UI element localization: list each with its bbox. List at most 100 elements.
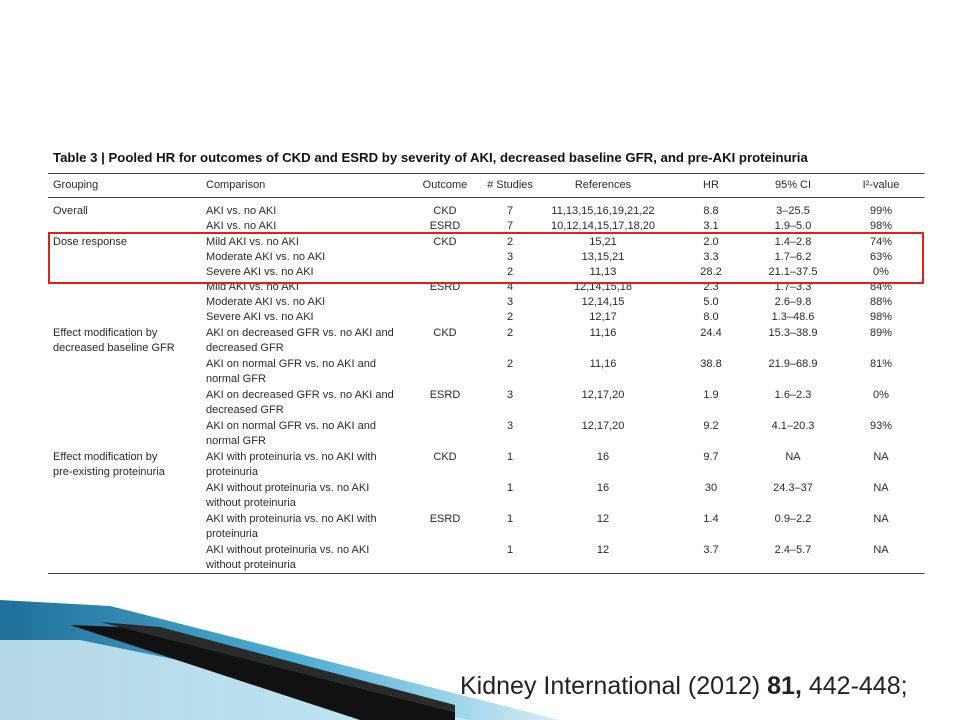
row-studies: 2 [478, 357, 542, 372]
row-references: 11,13,15,16,19,21,22 [543, 204, 663, 219]
row-grouping-line2: decreased baseline GFR [53, 341, 175, 356]
row-references: 12 [543, 512, 663, 527]
row-ci: 24.3–37 [753, 481, 833, 496]
row-comparison-line2: proteinuria [206, 465, 258, 480]
row-studies: 3 [478, 388, 542, 403]
row-i2: NA [856, 512, 906, 527]
row-ci: 21.9–68.9 [753, 357, 833, 372]
row-ci: 0.9–2.2 [753, 512, 833, 527]
row-references: 12 [543, 543, 663, 558]
header-studies: # Studies [478, 178, 542, 193]
row-studies: 1 [478, 512, 542, 527]
row-references: 11,16 [543, 357, 663, 372]
row-ci: 3–25.5 [753, 204, 833, 219]
row-outcome: CKD [420, 204, 470, 219]
row-comparison: AKI with proteinuria vs. no AKI with [206, 450, 377, 465]
citation-journal: Kidney International (2012) [460, 672, 767, 700]
top-rule [48, 173, 924, 174]
row-hr: 3.7 [696, 543, 726, 558]
row-ci: 1.3–48.6 [753, 310, 833, 325]
header-comparison: Comparison [206, 178, 265, 193]
citation-volume: 81, [767, 672, 802, 700]
row-i2: NA [856, 481, 906, 496]
bottom-rule [48, 573, 924, 574]
row-i2: 98% [856, 310, 906, 325]
row-comparison: Severe AKI vs. no AKI [206, 310, 314, 325]
header-grouping: Grouping [53, 178, 98, 193]
row-comparison-line2: normal GFR [206, 434, 266, 449]
row-studies: 7 [478, 204, 542, 219]
row-hr: 24.4 [696, 326, 726, 341]
row-comparison: AKI on normal GFR vs. no AKI and [206, 357, 376, 372]
row-studies: 1 [478, 450, 542, 465]
row-ci: 1.6–2.3 [753, 388, 833, 403]
row-comparison-line2: decreased GFR [206, 341, 284, 356]
row-grouping: Effect modification by [53, 450, 157, 465]
row-comparison: AKI vs. no AKI [206, 204, 276, 219]
row-references: 12,17,20 [543, 419, 663, 434]
header-references: References [543, 178, 663, 193]
row-references: 16 [543, 481, 663, 496]
row-i2: 88% [856, 295, 906, 310]
row-outcome: ESRD [420, 388, 470, 403]
row-comparison: AKI without proteinuria vs. no AKI [206, 481, 369, 496]
row-comparison-line2: normal GFR [206, 372, 266, 387]
row-hr: 9.2 [696, 419, 726, 434]
row-studies: 2 [478, 326, 542, 341]
row-hr: 30 [696, 481, 726, 496]
header-rule [48, 197, 924, 198]
row-i2: 81% [856, 357, 906, 372]
row-ci: NA [753, 450, 833, 465]
row-i2: NA [856, 543, 906, 558]
citation: Kidney International (2012) 81, 442-448; [460, 672, 908, 701]
table-caption: Table 3 | Pooled HR for outcomes of CKD … [53, 150, 933, 165]
row-comparison: AKI on decreased GFR vs. no AKI and [206, 388, 394, 403]
header-outcome: Outcome [420, 178, 470, 193]
row-comparison: AKI on decreased GFR vs. no AKI and [206, 326, 394, 341]
row-ci: 15.3–38.9 [753, 326, 833, 341]
row-outcome: ESRD [420, 512, 470, 527]
header-i2: I²-value [856, 178, 906, 193]
citation-pages: 442-448; [802, 672, 908, 700]
row-comparison: AKI without proteinuria vs. no AKI [206, 543, 369, 558]
row-studies: 3 [478, 419, 542, 434]
row-comparison-line2: proteinuria [206, 527, 258, 542]
row-outcome: CKD [420, 450, 470, 465]
row-ci: 2.4–5.7 [753, 543, 833, 558]
row-i2: 99% [856, 204, 906, 219]
row-references: 12,17 [543, 310, 663, 325]
row-studies: 1 [478, 481, 542, 496]
row-hr: 8.0 [696, 310, 726, 325]
row-references: 16 [543, 450, 663, 465]
row-studies: 1 [478, 543, 542, 558]
row-comparison-line2: without proteinuria [206, 496, 296, 511]
row-hr: 5.0 [696, 295, 726, 310]
row-hr: 1.9 [696, 388, 726, 403]
dose-response-highlight-box [48, 232, 924, 284]
row-studies: 3 [478, 295, 542, 310]
row-grouping: Effect modification by [53, 326, 157, 341]
row-comparison: AKI on normal GFR vs. no AKI and [206, 419, 376, 434]
row-i2: 89% [856, 326, 906, 341]
row-references: 12,14,15 [543, 295, 663, 310]
row-hr: 8.8 [696, 204, 726, 219]
row-studies: 2 [478, 310, 542, 325]
row-comparison: AKI with proteinuria vs. no AKI with [206, 512, 377, 527]
row-outcome: CKD [420, 326, 470, 341]
header-ci: 95% CI [753, 178, 833, 193]
row-grouping: Overall [53, 204, 88, 219]
row-i2: 0% [856, 388, 906, 403]
row-i2: 93% [856, 419, 906, 434]
row-hr: 9.7 [696, 450, 726, 465]
row-references: 11,16 [543, 326, 663, 341]
row-comparison: Moderate AKI vs. no AKI [206, 295, 325, 310]
row-i2: NA [856, 450, 906, 465]
row-hr: 1.4 [696, 512, 726, 527]
row-comparison-line2: without proteinuria [206, 558, 296, 573]
row-grouping-line2: pre-existing proteinuria [53, 465, 165, 480]
row-comparison-line2: decreased GFR [206, 403, 284, 418]
row-hr: 38.8 [696, 357, 726, 372]
row-ci: 4.1–20.3 [753, 419, 833, 434]
row-references: 12,17,20 [543, 388, 663, 403]
row-ci: 2.6–9.8 [753, 295, 833, 310]
